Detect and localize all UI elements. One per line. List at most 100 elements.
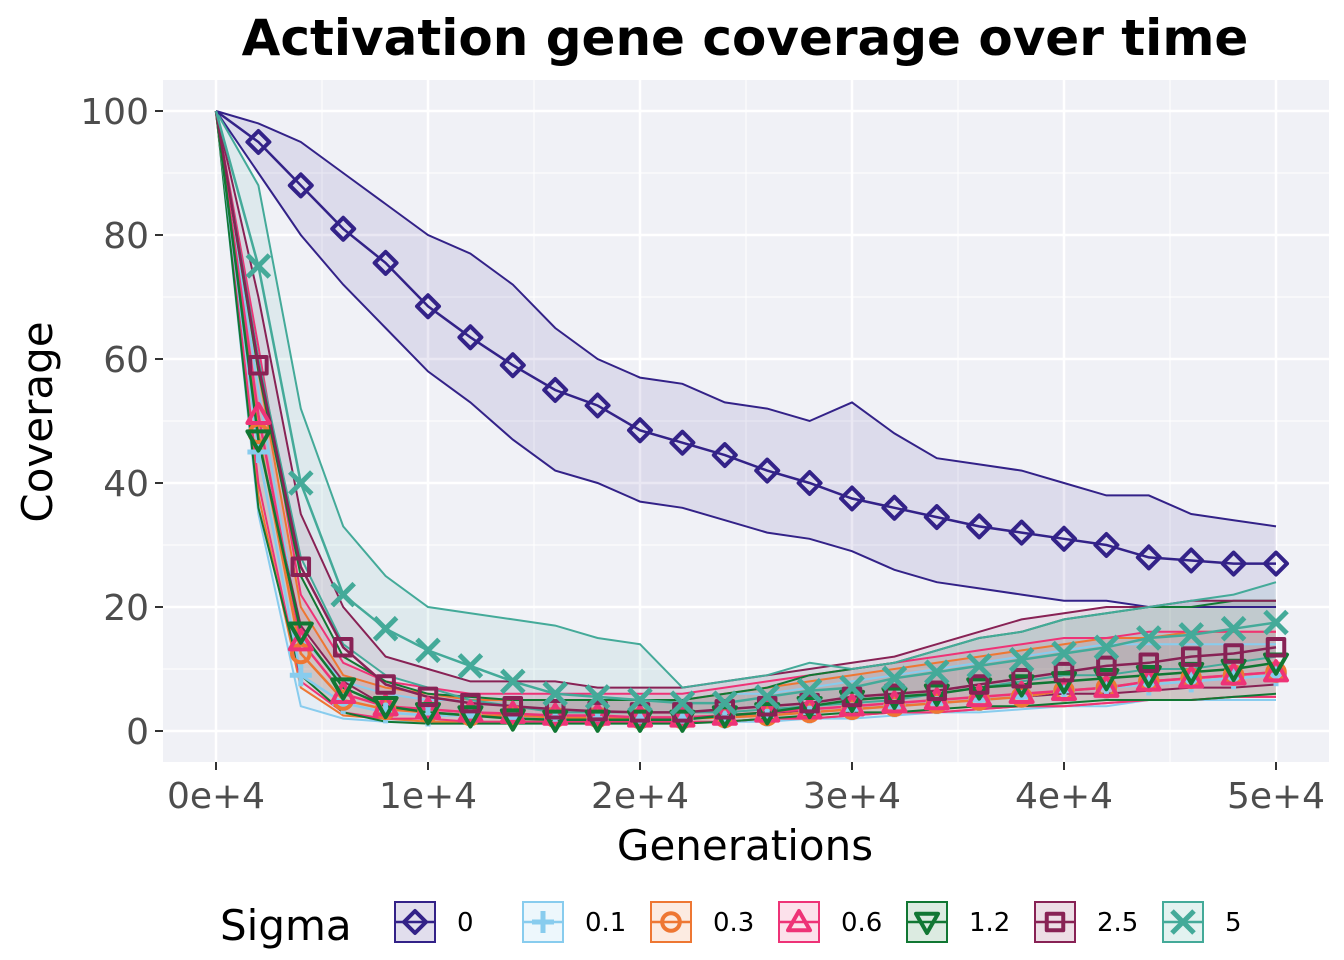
band-sigma-1-2 [216, 111, 1276, 724]
y-axis-ticks: 0 20 40 60 80 100 [80, 92, 163, 753]
point-sigma-2-5 [1138, 652, 1160, 674]
point-sigma-5 [330, 581, 356, 608]
legend-item-sigma-0-3: 0.3 [650, 901, 754, 943]
point-sigma-0-6 [1263, 659, 1289, 683]
point-sigma-0 [881, 494, 908, 521]
band-sigma-0 [216, 111, 1276, 607]
point-sigma-5 [372, 615, 399, 642]
point-sigma-0-6 [245, 401, 272, 426]
point-sigma-5 [1220, 615, 1247, 642]
point-sigma-0 [923, 504, 950, 531]
point-sigma-5 [245, 253, 272, 279]
legend: Sigma 0 0.1 0.3 0.6 1.2 2.5 5 [220, 901, 1242, 950]
point-sigma-2-5 [1011, 668, 1032, 689]
point-sigma-5 [924, 659, 950, 685]
upper-bound-sigma-0 [215, 110, 1277, 528]
point-sigma-5 [881, 665, 908, 692]
point-sigma-1-2 [923, 683, 950, 707]
legend-key-marker [660, 911, 682, 933]
point-sigma-1-2 [542, 709, 569, 733]
point-sigma-0-6 [415, 696, 441, 720]
point-sigma-2-5 [375, 674, 396, 695]
point-sigma-0-6 [627, 704, 653, 728]
point-sigma-2-5 [1265, 637, 1287, 658]
x-axis-ticks: 0e+4 1e+4 2e+4 3e+4 4e+4 5e+4 [167, 762, 1325, 817]
point-sigma-1-2 [839, 689, 865, 713]
point-sigma-2-5 [460, 692, 481, 714]
x-tick-label: 3e+4 [803, 776, 901, 817]
point-sigma-1-2 [330, 677, 357, 701]
legend-item-sigma-2-5: 2.5 [1034, 901, 1138, 943]
point-sigma-0-6 [1008, 680, 1035, 705]
point-sigma-1-2 [1093, 668, 1120, 692]
point-sigma-0 [372, 249, 399, 276]
point-sigma-5 [288, 470, 314, 496]
point-sigma-1-2 [372, 695, 399, 720]
point-sigma-0 [330, 215, 357, 242]
point-sigma-1-2 [287, 621, 314, 645]
point-sigma-5 [457, 653, 484, 679]
point-sigma-1-2 [796, 695, 823, 720]
point-sigma-5 [500, 668, 526, 695]
y-tick-label: 60 [103, 340, 149, 381]
x-tick-label: 2e+4 [591, 776, 689, 817]
point-sigma-5 [627, 687, 653, 713]
point-sigma-0 [669, 429, 696, 456]
point-sigma-0 [415, 293, 441, 320]
legend-label: 0.6 [841, 908, 882, 938]
y-tick-label: 100 [80, 92, 149, 133]
point-sigma-0 [542, 377, 569, 403]
y-tick-label: 0 [126, 712, 149, 753]
point-sigma-2-5 [1096, 655, 1117, 677]
point-sigma-2-5 [248, 354, 269, 376]
y-axis-title: Coverage [13, 321, 62, 522]
point-sigma-5 [1263, 609, 1289, 636]
x-tick-label: 0e+4 [167, 776, 265, 817]
point-sigma-2-5 [926, 680, 948, 701]
x-axis-title: Generations [617, 821, 873, 870]
y-tick-label: 40 [103, 464, 149, 505]
line-sigma-0 [215, 109, 1276, 565]
point-sigma-5 [669, 690, 696, 716]
point-sigma-2-5 [1180, 646, 1202, 667]
point-sigma-0 [1263, 550, 1289, 577]
series-markers [245, 129, 1289, 733]
point-sigma-0-6 [669, 704, 696, 728]
legend-label: 0.3 [713, 908, 754, 938]
grid [163, 80, 1329, 762]
legend-label: 5 [1225, 908, 1242, 938]
point-sigma-5 [796, 677, 823, 704]
point-sigma-0 [1051, 525, 1077, 552]
point-sigma-1-2 [966, 677, 993, 701]
x-tick-label: 1e+4 [379, 776, 477, 817]
point-sigma-5 [542, 681, 568, 707]
point-sigma-0-1 [289, 664, 312, 687]
point-sigma-0 [1008, 519, 1035, 546]
point-sigma-0 [839, 485, 865, 512]
point-sigma-5 [712, 690, 738, 716]
point-sigma-1-2 [245, 429, 272, 453]
point-sigma-0 [499, 352, 526, 379]
point-sigma-0 [457, 324, 484, 351]
point-sigma-0 [754, 457, 781, 484]
legend-item-sigma-0-6: 0.6 [778, 901, 882, 943]
point-sigma-0-6 [966, 683, 993, 708]
point-sigma-2-5 [290, 556, 312, 577]
point-sigma-5 [839, 674, 865, 701]
lower-bound-sigma-0 [215, 110, 1276, 608]
point-sigma-5 [1093, 634, 1120, 661]
point-sigma-2-5 [799, 692, 820, 714]
legend-item-sigma-0-1: 0.1 [522, 901, 626, 943]
point-sigma-0-6 [1093, 674, 1120, 698]
legend-item-sigma-1-2: 1.2 [906, 901, 1010, 943]
point-sigma-5 [415, 637, 441, 664]
point-sigma-1-2 [1135, 664, 1162, 689]
point-sigma-5 [584, 684, 611, 710]
point-sigma-0 [1220, 550, 1247, 577]
point-sigma-0 [1178, 547, 1205, 574]
point-sigma-2-5 [629, 702, 651, 723]
legend-item-sigma-5: 5 [1162, 901, 1242, 943]
point-sigma-0 [627, 417, 653, 444]
legend-title: Sigma [220, 901, 352, 950]
point-sigma-0 [1093, 532, 1120, 558]
